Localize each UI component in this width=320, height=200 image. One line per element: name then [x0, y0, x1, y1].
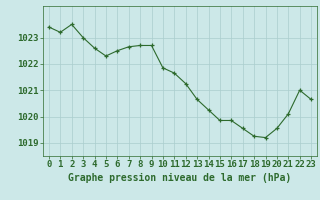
X-axis label: Graphe pression niveau de la mer (hPa): Graphe pression niveau de la mer (hPa): [68, 173, 292, 183]
